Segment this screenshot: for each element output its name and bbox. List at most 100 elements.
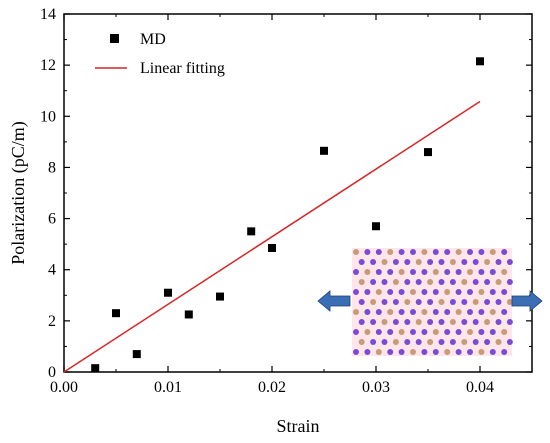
lattice-atom (444, 349, 451, 355)
data-point (320, 146, 328, 155)
x-tick-label: 0.04 (466, 379, 494, 396)
lattice-atom (410, 289, 416, 295)
lattice-atom (381, 339, 388, 345)
lattice-atom (364, 269, 371, 275)
x-tick-label: 0.01 (154, 379, 182, 396)
lattice-atom (358, 319, 365, 325)
lattice-atom (455, 289, 462, 295)
lattice-atom (387, 349, 394, 355)
lattice-atom (501, 269, 508, 275)
lattice-atom (404, 279, 411, 285)
lattice-atom (449, 279, 456, 285)
lattice-atom (404, 299, 411, 305)
lattice-atom (472, 339, 479, 345)
x-tick-label: 0.00 (50, 379, 78, 396)
lattice-atom (455, 329, 462, 335)
lattice-atom (472, 259, 479, 265)
y-tick-label: 6 (48, 211, 56, 228)
legend-label-md: MD (140, 31, 166, 48)
lattice-atom (495, 319, 502, 325)
lattice-atom (404, 319, 411, 325)
lattice-atom (358, 299, 365, 305)
lattice-atom (353, 349, 359, 355)
lattice-atom (392, 279, 399, 285)
lattice-atom (410, 269, 416, 275)
lattice-atom (381, 259, 388, 265)
lattice-atom (353, 309, 359, 315)
y-tick-label: 4 (48, 262, 56, 279)
lattice-atom (427, 279, 434, 285)
right-arrow-icon (511, 290, 543, 312)
lattice-atom (444, 289, 451, 295)
lattice-atom (404, 339, 411, 345)
lattice-atom (484, 299, 491, 305)
lattice-atom (358, 339, 365, 345)
lattice-atom (501, 349, 508, 355)
lattice-atom (364, 349, 371, 355)
x-tick-label: 0.02 (258, 379, 286, 396)
lattice-atom (392, 299, 399, 305)
x-tick-label: 0.03 (362, 379, 390, 396)
data-point (132, 350, 141, 359)
data-point (424, 148, 432, 157)
lattice-atom (415, 299, 422, 305)
lattice-atom (461, 339, 468, 345)
lattice-atom (506, 339, 513, 345)
lattice-atom (449, 259, 456, 265)
lattice-atom (506, 299, 513, 305)
lattice-atom (472, 299, 479, 305)
lattice-atom (489, 349, 496, 355)
lattice-atom (478, 249, 485, 255)
lattice-atom (489, 329, 496, 335)
lattice-atom (432, 269, 439, 275)
lattice-atom (461, 259, 468, 265)
lattice-atom (370, 319, 377, 325)
lattice-atom (489, 309, 496, 315)
data-point (216, 292, 224, 301)
lattice-atom (472, 319, 479, 325)
lattice-atom (438, 339, 445, 345)
lattice-atom (387, 289, 394, 295)
lattice-atom (421, 309, 428, 315)
lattice-atom (375, 349, 382, 355)
lattice-atom (370, 339, 377, 345)
data-point (112, 309, 120, 318)
y-tick-label: 2 (48, 313, 56, 330)
lattice-atom (467, 309, 473, 315)
y-axis-title: Polarization (pC/m) (8, 121, 29, 264)
lattice-atom (375, 269, 382, 275)
lattice-atom (421, 289, 428, 295)
lattice-atom (501, 309, 508, 315)
lattice-atom (432, 329, 439, 335)
left-arrow-icon (317, 290, 351, 312)
lattice-atom (410, 249, 416, 255)
lattice-atom (415, 259, 422, 265)
lattice-atom (438, 259, 445, 265)
lattice-atom (415, 279, 422, 285)
lattice-atom (427, 319, 434, 325)
lattice-atom (455, 309, 462, 315)
lattice-atom (455, 269, 462, 275)
lattice-atom (415, 339, 422, 345)
data-point (476, 57, 484, 66)
lattice-atom (455, 249, 462, 255)
y-tick-label: 8 (48, 159, 56, 176)
lattice-atom (478, 349, 485, 355)
legend-marker-md (110, 34, 119, 43)
lattice-atom (506, 319, 513, 325)
lattice-atom (495, 299, 502, 305)
lattice-atom (381, 279, 388, 285)
lattice-atom (432, 249, 439, 255)
lattice-atom (501, 329, 508, 335)
lattice-atom (467, 329, 473, 335)
lattice-atom (410, 329, 416, 335)
lattice-atom (421, 329, 428, 335)
lattice-atom (375, 289, 382, 295)
lattice-atom (489, 249, 496, 255)
lattice-atom (438, 319, 445, 325)
lattice-atom (398, 329, 405, 335)
lattice-atom (353, 269, 359, 275)
data-point (247, 227, 256, 236)
lattice-atom (432, 349, 439, 355)
